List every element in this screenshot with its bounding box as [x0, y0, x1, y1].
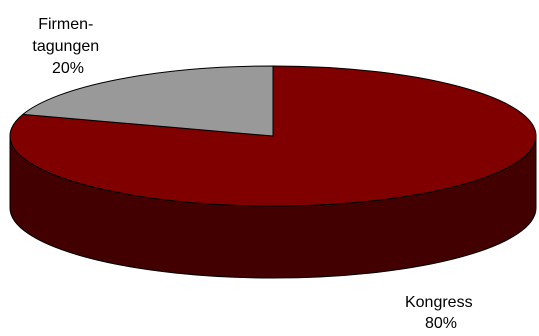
- slice-label-kongress-value: 80%: [425, 315, 457, 332]
- slice-label-firmentagungen-line-2: tagungen: [32, 38, 99, 55]
- slice-label-kongress-line-1: Kongress: [405, 294, 473, 311]
- slice-label-firmentagungen-value: 20%: [52, 60, 84, 77]
- slice-label-firmentagungen: Firmen- tagungen 20%: [32, 16, 103, 77]
- slice-label-firmentagungen-line-1: Firmen-: [38, 16, 93, 33]
- pie-slice-firmentagungen: [22, 65, 274, 137]
- pie-slice-kongress: [9, 65, 537, 207]
- pie-tops: [9, 65, 537, 207]
- slice-label-kongress: Kongress 80%: [405, 294, 477, 332]
